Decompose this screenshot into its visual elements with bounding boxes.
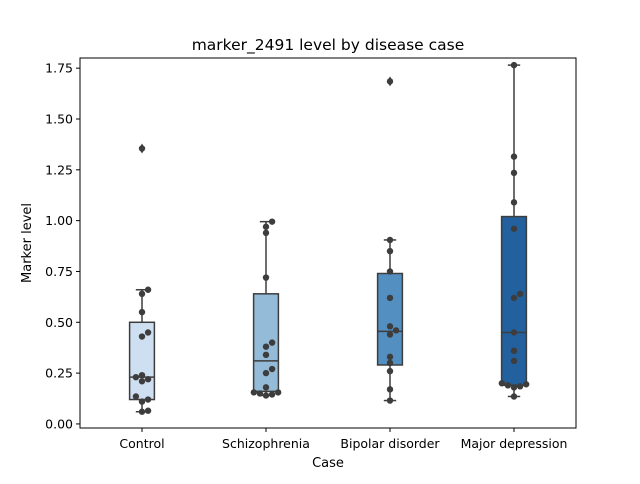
data-point <box>498 380 506 387</box>
x-tick-label: Schizophrenia <box>222 436 310 451</box>
data-point <box>510 294 518 302</box>
data-point <box>386 323 394 330</box>
data-point <box>386 359 394 367</box>
data-point <box>510 153 518 160</box>
data-point <box>250 389 258 396</box>
data-point <box>386 268 394 275</box>
data-point <box>386 294 394 302</box>
y-tick-label: 1.00 <box>45 213 73 228</box>
data-point <box>516 290 524 298</box>
data-point <box>510 225 518 232</box>
data-point <box>268 391 276 398</box>
x-tick-label: Control <box>119 436 164 451</box>
data-point <box>138 408 146 415</box>
data-point <box>386 78 394 85</box>
x-tick-label: Major depression <box>461 436 568 451</box>
y-tick-label: 1.50 <box>45 111 73 126</box>
data-point <box>262 223 270 230</box>
y-tick-label: 1.75 <box>45 61 73 76</box>
plot-frame <box>79 57 577 429</box>
data-point <box>510 199 518 206</box>
data-point <box>504 382 512 389</box>
data-point <box>144 329 152 336</box>
data-point <box>268 339 276 346</box>
data-point <box>386 353 394 361</box>
data-point <box>510 393 518 400</box>
data-point <box>138 371 146 379</box>
box <box>376 272 404 366</box>
data-point <box>138 145 146 152</box>
data-point <box>510 347 518 354</box>
data-point <box>392 327 400 334</box>
data-point <box>144 286 152 293</box>
data-point <box>138 378 146 385</box>
data-point <box>138 308 146 316</box>
data-point <box>262 351 270 359</box>
data-point <box>274 389 282 396</box>
data-point <box>262 369 270 377</box>
data-point <box>510 169 518 177</box>
y-axis-label: Marker level <box>20 203 35 283</box>
data-point <box>516 383 524 390</box>
data-point <box>132 373 140 381</box>
data-point <box>262 384 270 391</box>
data-point <box>386 331 394 338</box>
y-tick-label: 0.00 <box>45 416 73 431</box>
x-tick-label: Bipolar disorder <box>340 436 440 451</box>
data-point <box>262 274 270 281</box>
data-point <box>268 365 276 373</box>
data-point <box>138 398 146 405</box>
x-axis-label: Case <box>312 456 344 471</box>
data-point <box>256 390 264 397</box>
data-point <box>144 407 152 414</box>
data-point <box>138 333 146 340</box>
data-point <box>262 392 270 399</box>
y-tick-label: 1.25 <box>45 162 73 177</box>
data-point <box>144 376 152 383</box>
data-point <box>386 397 394 404</box>
data-point <box>262 229 270 237</box>
data-point <box>522 381 530 388</box>
data-point <box>262 343 270 350</box>
data-point <box>386 247 394 255</box>
data-point <box>510 384 518 391</box>
data-point <box>510 357 518 365</box>
chart-title: marker_2491 level by disease case <box>192 36 465 55</box>
data-point <box>144 396 152 403</box>
data-point <box>386 386 394 393</box>
y-tick-label: 0.25 <box>45 366 73 381</box>
data-point <box>510 329 518 336</box>
data-point <box>138 290 146 298</box>
data-point <box>510 61 518 69</box>
data-point <box>386 236 394 244</box>
data-point <box>386 367 394 375</box>
y-tick-label: 0.50 <box>45 315 73 330</box>
data-point <box>132 393 140 400</box>
data-point <box>268 218 276 225</box>
y-tick-label: 0.75 <box>45 264 73 279</box>
